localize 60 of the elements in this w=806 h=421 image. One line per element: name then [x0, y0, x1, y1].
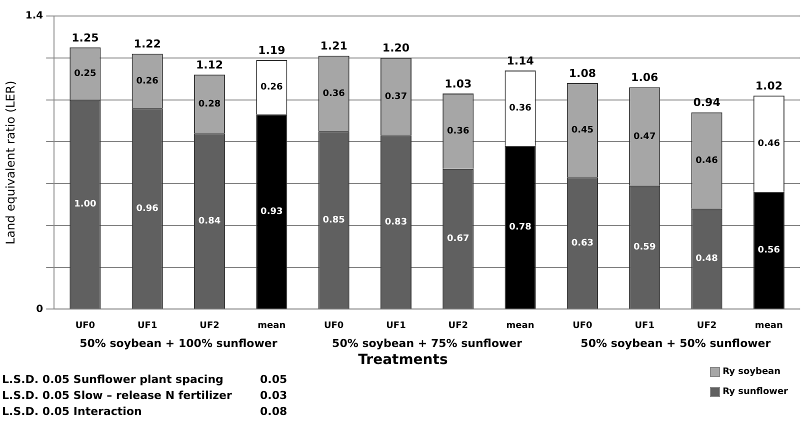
x-tick-label: UF0: [324, 320, 344, 331]
text: 50% soybean + 75% sunflower: [332, 336, 523, 350]
x-tick-label: mean: [258, 320, 286, 331]
x-tick-label: UF1: [137, 320, 158, 331]
data-label: 0.85: [322, 215, 345, 226]
x-axis-title: Treatments: [357, 352, 449, 368]
data-label: 0.83: [384, 217, 408, 228]
total-label: 1.22: [134, 38, 161, 51]
data-label: 0.28: [198, 99, 221, 110]
total-label: 1.06: [631, 71, 659, 84]
text: 50% soybean + 50% sunflower: [580, 336, 772, 350]
data-label: 1.00: [74, 200, 96, 210]
total-label: 0.94: [693, 96, 721, 110]
data-label: 0.63: [571, 238, 594, 248]
data-label: 0.36: [322, 88, 345, 99]
total-label: 1.25: [72, 31, 99, 44]
x-tick-label: UF0: [75, 320, 96, 331]
data-label: 0.48: [696, 254, 718, 264]
data-label: 0.84: [198, 216, 221, 226]
data-label: 0.36: [447, 126, 470, 137]
data-label: 0.25: [74, 68, 96, 79]
x-tick-label: mean: [506, 320, 534, 331]
total-label: 1.03: [444, 77, 472, 90]
text: L.S.D. 0.05 Interaction 0.08: [2, 405, 288, 418]
y-tick-label: 0: [36, 304, 44, 315]
data-label: 0.46: [696, 156, 718, 166]
text: L.S.D. 0.05 Slow – release N fertilizer 0.03: [2, 389, 288, 402]
x-tick-label: UF2: [200, 320, 220, 331]
x-tick-label: UF1: [386, 320, 406, 331]
x-tick-label: mean: [754, 320, 783, 331]
data-label: 0.45: [571, 125, 594, 136]
y-axis-title: Land equivalent ratio (LER): [3, 80, 18, 244]
data-label: 0.47: [634, 132, 656, 142]
data-label: 0.46: [758, 139, 780, 150]
y-tick-label: 1.4: [25, 10, 44, 22]
total-label: 1.08: [568, 66, 596, 80]
legend-label: Ry sunflower: [722, 386, 788, 399]
data-label: 0.26: [136, 76, 158, 86]
data-label: 0.36: [509, 103, 532, 114]
data-label: 0.56: [758, 246, 780, 256]
total-label: 1.14: [506, 54, 534, 68]
data-label: 0.96: [136, 204, 158, 214]
total-label: 1.02: [755, 79, 782, 92]
data-label: 0.93: [260, 206, 283, 217]
x-tick-label: UF1: [634, 320, 654, 331]
x-tick-label: UF2: [448, 320, 468, 331]
data-label: 0.59: [634, 242, 656, 253]
data-label: 0.67: [447, 234, 470, 244]
total-label: 1.21: [320, 40, 348, 53]
total-label: 1.20: [382, 42, 410, 55]
legend-label: Ry soybean: [722, 366, 781, 379]
text: L.S.D. 0.05 Sunflower plant spacing 0.05: [2, 373, 288, 386]
x-tick-label: UF0: [572, 320, 592, 331]
data-label: 0.78: [509, 222, 532, 233]
x-tick-label: UF2: [696, 320, 717, 331]
total-label: 1.12: [196, 58, 224, 72]
data-label: 0.37: [384, 92, 408, 102]
total-label: 1.19: [258, 44, 286, 57]
data-label: 0.26: [260, 82, 283, 93]
text: 50% soybean + 100% sunflower: [80, 336, 278, 350]
